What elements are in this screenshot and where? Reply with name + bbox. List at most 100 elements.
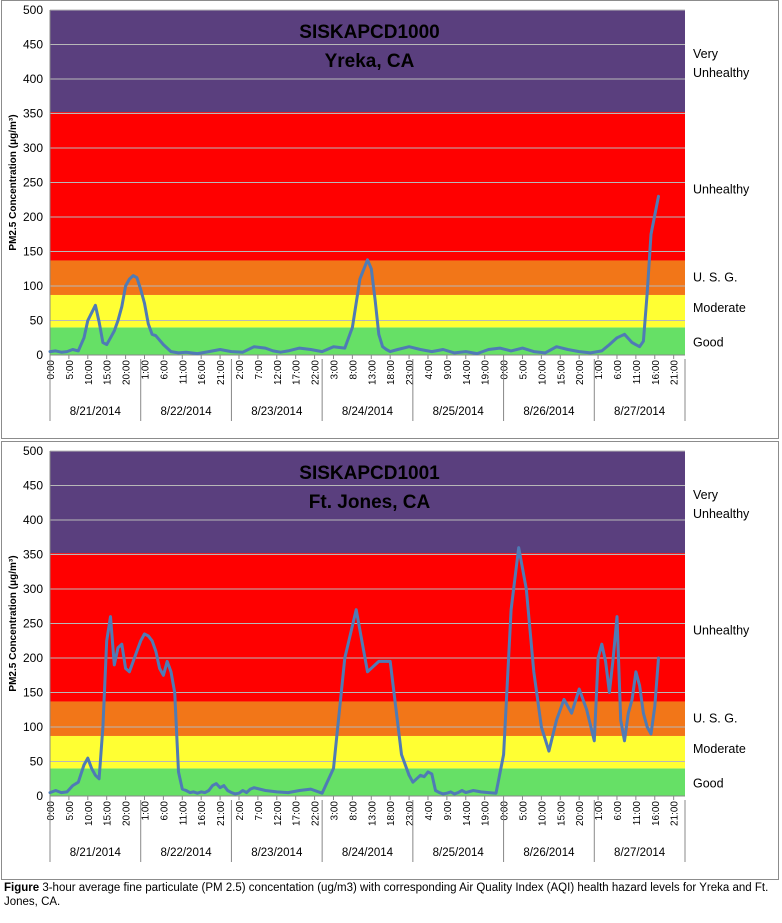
y-tick-label-1: 50 xyxy=(30,755,44,769)
y-tick-label-9: 450 xyxy=(23,38,43,52)
date-label-0: 8/21/2014 xyxy=(70,406,122,418)
data-point-0-80 xyxy=(657,195,660,197)
data-point-0-62 xyxy=(499,347,501,349)
x-tick-label-11: 7:00 xyxy=(254,801,265,821)
data-point-0-57 xyxy=(321,792,323,794)
data-point-0-2 xyxy=(60,351,62,353)
x-tick-label-18: 18:00 xyxy=(386,360,397,385)
x-tick-label-21: 9:00 xyxy=(443,360,454,380)
x-tick-label-6: 6:00 xyxy=(159,360,170,380)
data-point-0-51 xyxy=(385,348,387,351)
data-point-0-35 xyxy=(264,347,266,349)
y-axis-title: PM2.5 Concentration (μg/m³) xyxy=(8,114,19,250)
data-point-0-26 xyxy=(170,351,172,353)
data-point-0-87 xyxy=(518,547,520,549)
data-point-0-93 xyxy=(563,698,565,700)
data-point-0-76 xyxy=(639,346,641,348)
x-tick-label-23: 19:00 xyxy=(481,801,492,826)
data-point-0-36 xyxy=(196,792,198,794)
data-point-0-53 xyxy=(397,348,399,351)
data-point-0-23 xyxy=(147,635,149,637)
y-tick-label-3: 150 xyxy=(23,245,43,259)
data-point-0-8 xyxy=(94,304,96,306)
band-label-2: U. S. G. xyxy=(693,271,737,285)
x-tick-label-5: 1:00 xyxy=(140,801,151,821)
data-point-0-31 xyxy=(219,348,221,351)
data-point-0-5 xyxy=(77,781,79,783)
data-point-0-37 xyxy=(280,351,282,353)
x-tick-label-32: 16:00 xyxy=(651,360,662,385)
data-point-0-46 xyxy=(366,259,369,261)
data-point-0-7 xyxy=(87,757,89,759)
aqi-band-4 xyxy=(50,10,685,113)
data-point-0-78 xyxy=(646,292,648,294)
x-tick-label-24: 0:00 xyxy=(500,801,511,821)
figure-caption: Figure 3-hour average fine particulate (… xyxy=(4,881,778,909)
data-point-0-50 xyxy=(249,788,251,790)
x-tick-label-4: 20:00 xyxy=(122,801,133,826)
x-tick-label-27: 15:00 xyxy=(556,801,567,826)
data-point-0-77 xyxy=(642,340,645,342)
data-point-0-98 xyxy=(597,657,599,659)
data-point-0-102 xyxy=(612,657,614,659)
date-label-3: 8/24/2014 xyxy=(342,406,394,418)
aqi-band-4 xyxy=(50,451,685,554)
data-point-0-2 xyxy=(60,792,62,794)
data-point-0-59 xyxy=(465,351,467,353)
data-point-0-69 xyxy=(423,776,425,778)
data-point-0-103 xyxy=(616,616,618,618)
data-point-0-22 xyxy=(143,633,146,635)
data-point-0-51 xyxy=(253,787,255,789)
y-tick-label-4: 200 xyxy=(23,651,43,665)
data-point-0-79 xyxy=(650,233,652,235)
data-point-0-63 xyxy=(389,660,391,662)
data-point-0-65 xyxy=(533,351,535,353)
aqi-band-1 xyxy=(50,735,685,769)
data-point-0-15 xyxy=(117,647,119,649)
data-point-0-101 xyxy=(608,691,611,694)
data-point-0-3 xyxy=(66,351,68,353)
x-tick-label-6: 6:00 xyxy=(159,801,170,821)
x-tick-label-28: 20:00 xyxy=(575,360,586,385)
x-tick-label-16: 8:00 xyxy=(348,801,359,821)
data-point-0-56 xyxy=(310,788,312,790)
data-point-0-55 xyxy=(419,348,421,351)
data-point-0-67 xyxy=(555,346,558,348)
band-label-line-3-0: Unhealthy xyxy=(693,182,750,196)
x-tick-label-18: 18:00 xyxy=(386,801,397,826)
data-point-0-52 xyxy=(389,351,391,353)
data-point-0-56 xyxy=(431,351,433,353)
x-tick-label-23: 19:00 xyxy=(481,360,492,385)
chart-title: SISKAPCD1000 xyxy=(299,22,439,43)
data-point-0-52 xyxy=(264,789,266,792)
data-point-0-27 xyxy=(162,674,164,676)
y-tick-label-5: 250 xyxy=(23,617,43,631)
data-point-0-28 xyxy=(166,660,168,662)
x-tick-label-22: 14:00 xyxy=(462,801,473,826)
data-point-0-49 xyxy=(378,333,380,335)
data-point-0-28 xyxy=(185,351,187,353)
data-point-0-39 xyxy=(208,789,210,792)
y-tick-label-2: 100 xyxy=(23,720,43,734)
aqi-band-0 xyxy=(50,768,685,796)
x-tick-label-13: 17:00 xyxy=(292,801,303,826)
x-tick-label-21: 9:00 xyxy=(443,801,454,821)
data-point-0-38 xyxy=(287,350,289,352)
data-point-0-11 xyxy=(106,344,108,346)
x-tick-label-17: 13:00 xyxy=(367,360,378,385)
aqi-band-1 xyxy=(50,294,685,328)
data-point-0-24 xyxy=(155,335,157,337)
band-label-line-2-0: U. S. G. xyxy=(693,712,737,726)
x-tick-label-9: 21:00 xyxy=(216,801,227,826)
data-point-0-72 xyxy=(434,789,437,792)
data-point-0-65 xyxy=(408,774,410,776)
x-tick-label-8: 16:00 xyxy=(197,360,208,385)
x-tick-label-14: 22:00 xyxy=(311,360,322,385)
x-tick-label-29: 1:00 xyxy=(594,801,605,821)
data-point-0-34 xyxy=(189,792,191,794)
band-label-line-3-0: Unhealthy xyxy=(693,623,750,637)
data-point-0-49 xyxy=(245,792,248,794)
data-point-0-10 xyxy=(98,778,100,780)
x-tick-label-7: 11:00 xyxy=(178,360,189,385)
data-point-0-3 xyxy=(66,791,68,793)
